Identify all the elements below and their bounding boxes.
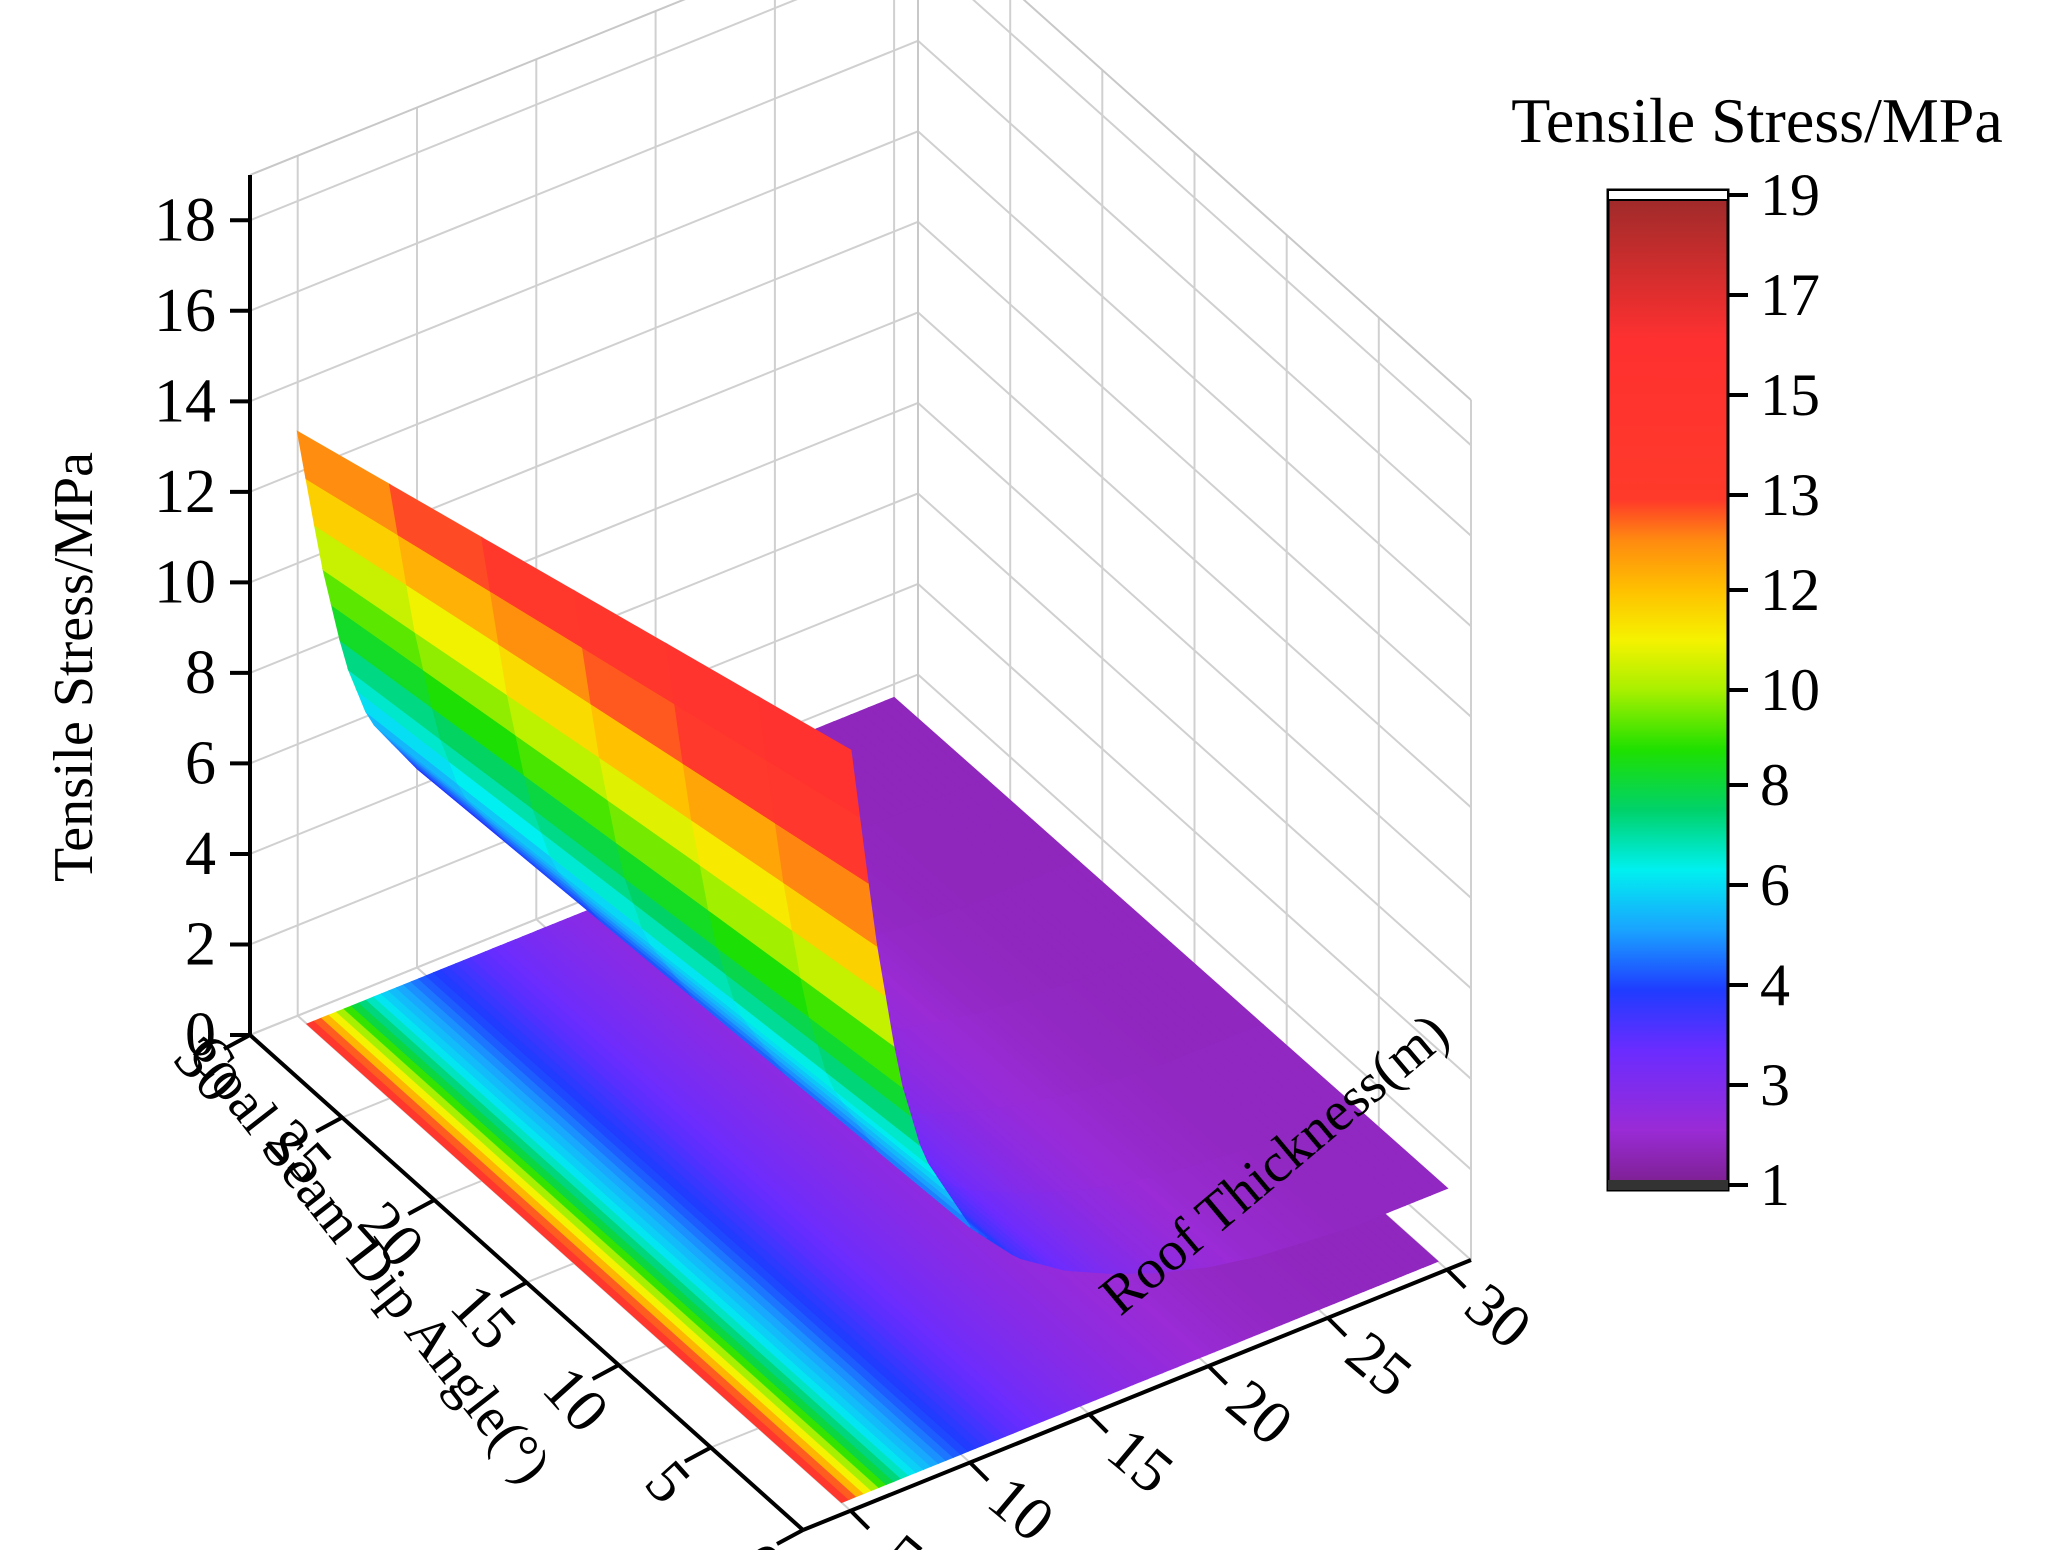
z-tick-label: 4 (185, 820, 216, 888)
colorbar-tick-label: 8 (1760, 752, 1790, 818)
y-tick-label: 5 (632, 1448, 703, 1517)
z-tick-label: 16 (154, 277, 216, 345)
z-tick-label: 12 (154, 458, 216, 526)
colorbar-title: Tensile Stress/MPa (1511, 85, 2003, 156)
x-tick-label: 10 (975, 1463, 1066, 1550)
x-tick-label: 30 (1452, 1270, 1543, 1362)
x-tick-label: 25 (1333, 1319, 1424, 1411)
colorbar-tick-label: 15 (1760, 362, 1820, 428)
colorbar-tick-label: 3 (1760, 1052, 1790, 1118)
z-tick-label: 6 (185, 729, 216, 797)
z-tick-label: 0 (185, 1001, 216, 1069)
z-tick-label: 14 (154, 367, 216, 435)
colorbar-tick-label: 10 (1760, 657, 1820, 723)
z-tick-label: 18 (154, 186, 216, 254)
colorbar-tick-label: 17 (1760, 262, 1820, 328)
colorbar-tick-label: 12 (1760, 557, 1820, 623)
colorbar-tick-label: 19 (1760, 162, 1820, 228)
colorbar-tick-label: 4 (1760, 952, 1790, 1018)
colorbar-tick-label: 13 (1760, 462, 1820, 528)
colorbar-tick-label: 6 (1760, 852, 1790, 918)
colorbar-gradient (1606, 188, 1730, 1192)
z-axis-title: Tensile Stress/MPa (43, 452, 105, 882)
x-tick-label: 5 (868, 1521, 935, 1550)
colorbar-tick-label: 1 (1760, 1152, 1790, 1218)
x-tick-label: 20 (1214, 1367, 1305, 1459)
stress-surface (296, 430, 1449, 1275)
z-tick-label: 10 (154, 548, 216, 616)
z-tick-label: 8 (185, 639, 216, 707)
y-tick-label: 0 (724, 1530, 795, 1550)
z-tick-label: 2 (185, 910, 216, 978)
x-tick-label: 15 (1095, 1415, 1186, 1507)
